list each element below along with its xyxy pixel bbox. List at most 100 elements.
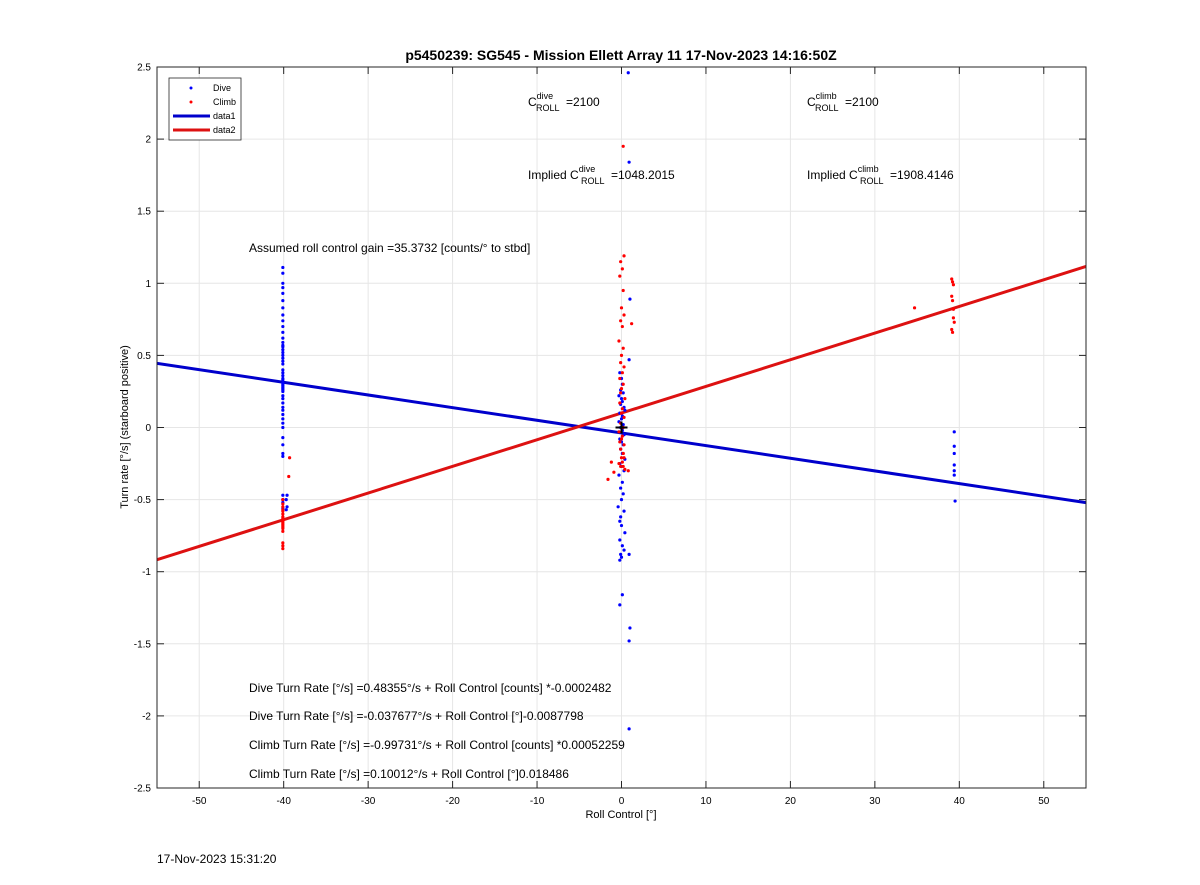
dive-point bbox=[619, 498, 624, 502]
climb-point bbox=[622, 415, 626, 420]
dive-point bbox=[281, 425, 285, 430]
dive-point bbox=[628, 297, 632, 301]
dive-point bbox=[281, 401, 285, 405]
climb-point bbox=[619, 260, 623, 264]
annotations: Cdive ROLL =2100 Cclimb ROLL =2100 Implied C… bbox=[249, 91, 954, 781]
climb-point bbox=[281, 498, 285, 502]
climb-point bbox=[619, 456, 624, 460]
dive-point bbox=[285, 493, 289, 497]
plot-area-frame bbox=[156, 66, 1087, 789]
dive-point bbox=[281, 306, 285, 310]
dive-point bbox=[281, 412, 285, 417]
dive-point bbox=[281, 397, 285, 401]
climb-point bbox=[281, 541, 285, 545]
dive-point bbox=[628, 626, 632, 630]
dive-point bbox=[281, 368, 285, 372]
climb-point bbox=[618, 274, 622, 278]
dive-point bbox=[281, 286, 285, 290]
y-tick-label: 2 bbox=[145, 135, 151, 146]
footer-timestamp: 17-Nov-2023 15:31:20 bbox=[157, 852, 277, 866]
y-tick-label: -1.5 bbox=[134, 639, 152, 650]
climb-point bbox=[619, 464, 623, 469]
climb-point bbox=[612, 470, 616, 474]
x-tick-label: 30 bbox=[869, 796, 881, 807]
climb-point bbox=[622, 456, 626, 460]
climb-point bbox=[950, 294, 954, 298]
climb-point bbox=[951, 316, 956, 320]
dive-point bbox=[281, 378, 285, 382]
climb-point bbox=[287, 474, 291, 479]
dive-point bbox=[281, 362, 285, 366]
climb-point bbox=[950, 280, 955, 284]
y-tick-label: 1 bbox=[145, 279, 151, 290]
dive-point bbox=[281, 353, 285, 357]
climb-point bbox=[952, 320, 956, 324]
x-tick-label: 10 bbox=[700, 796, 712, 807]
climb-point bbox=[623, 467, 627, 471]
climb-point bbox=[287, 456, 292, 460]
dive-point bbox=[284, 508, 288, 512]
dive-point bbox=[617, 394, 621, 398]
dive-point bbox=[281, 324, 285, 329]
climb-point bbox=[606, 477, 610, 482]
dive-point bbox=[619, 515, 623, 519]
x-tick-label: 50 bbox=[1038, 796, 1050, 807]
dive-point bbox=[619, 555, 624, 559]
dive-point bbox=[281, 271, 285, 275]
climb-point bbox=[620, 267, 624, 271]
climb-point bbox=[281, 547, 285, 551]
dive-point bbox=[281, 373, 285, 378]
x-tick-label: 0 bbox=[619, 796, 625, 807]
dive-point bbox=[627, 358, 631, 362]
climb-point bbox=[281, 529, 285, 533]
implied-c-roll-dive-annotation: Implied Cdive ROLL =1048.2015 bbox=[528, 164, 675, 186]
dive-point bbox=[281, 319, 285, 323]
climb-point bbox=[617, 461, 621, 466]
climb-point bbox=[626, 469, 630, 473]
dive-point bbox=[952, 451, 956, 456]
climb-point bbox=[622, 365, 626, 369]
climb-point bbox=[281, 502, 285, 506]
climb-point bbox=[912, 306, 917, 310]
y-tick-label: -2.5 bbox=[134, 784, 152, 795]
dive-point bbox=[281, 356, 285, 360]
dive-point bbox=[952, 469, 956, 473]
climb-point bbox=[619, 353, 624, 357]
climb-point bbox=[620, 324, 624, 329]
y-tick-label: 1.5 bbox=[137, 207, 151, 218]
legend-data2-label: data2 bbox=[213, 125, 236, 135]
dive-point bbox=[281, 350, 285, 355]
dive-point bbox=[627, 639, 631, 643]
dive-point bbox=[284, 498, 288, 502]
climb-point bbox=[621, 288, 625, 293]
dive-point bbox=[281, 265, 285, 270]
climb-point bbox=[281, 509, 285, 513]
dive-point bbox=[285, 505, 289, 509]
dive-point bbox=[281, 340, 285, 345]
climb-point bbox=[621, 144, 625, 148]
dive-point bbox=[281, 330, 285, 334]
data-points bbox=[281, 71, 957, 731]
climb-point bbox=[622, 313, 626, 317]
dive-point bbox=[623, 531, 627, 535]
climb-point bbox=[281, 544, 285, 548]
climb-point bbox=[619, 319, 623, 323]
implied-c-roll-climb-annotation: Implied Cclimb ROLL =1908.4146 bbox=[807, 164, 954, 186]
legend-dive-label: Dive bbox=[213, 83, 231, 93]
dive-point bbox=[620, 593, 624, 597]
legend-climb-label: Climb bbox=[213, 97, 236, 107]
climb-point bbox=[617, 430, 621, 434]
dive-point bbox=[617, 473, 621, 477]
dive-point bbox=[618, 558, 622, 562]
dive-point bbox=[618, 538, 622, 542]
climb-fit-counts-annotation: Climb Turn Rate [°/s] =-0.99731°/s + Rol… bbox=[249, 738, 625, 752]
dive-point bbox=[281, 389, 285, 394]
climb-point bbox=[621, 382, 625, 386]
climb-point bbox=[619, 391, 623, 395]
x-tick-label: -40 bbox=[276, 796, 291, 807]
dive-point bbox=[620, 480, 624, 484]
c-roll-climb-annotation: Cclimb ROLL =2100 bbox=[807, 91, 879, 113]
dive-point bbox=[622, 548, 626, 552]
dive-point bbox=[953, 499, 957, 503]
